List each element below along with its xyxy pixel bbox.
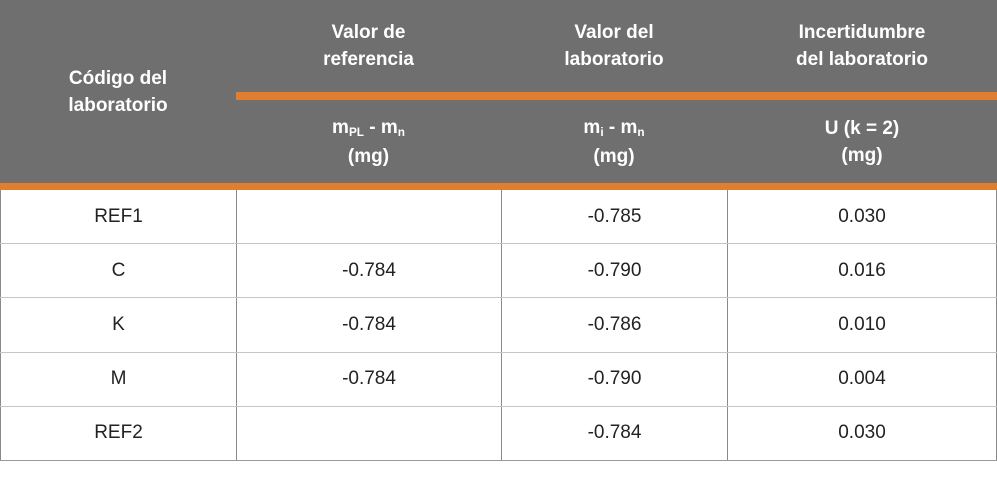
header-label-uncertainty: Incertidumbre del laboratorio <box>796 22 928 70</box>
reference-formula: mPL - mn (mg) <box>332 114 405 170</box>
cell-lab-value: -0.790 <box>501 352 727 406</box>
header-cell-uncertainty-title: Incertidumbre del laboratorio <box>727 0 997 92</box>
cell-uncertainty: 0.030 <box>727 190 997 244</box>
cell-code: REF2 <box>0 406 236 460</box>
interlab-comparison-table: Código del laboratorio Valor de referenc… <box>0 0 997 461</box>
table-row-k: K -0.784 -0.786 0.010 <box>0 297 997 352</box>
cell-uncertainty: 0.004 <box>727 352 997 406</box>
header-label-labvalue: Valor del laboratorio <box>564 22 664 70</box>
cell-lab-value: -0.784 <box>501 406 727 460</box>
cell-reference <box>236 406 501 460</box>
cell-reference <box>236 190 501 244</box>
reference-formula-unit: (mg) <box>347 145 390 167</box>
reference-formula-symbols: mPL - mn <box>332 116 405 139</box>
uncertainty-formula: U (k = 2) (mg) <box>825 115 899 169</box>
cell-code: REF1 <box>0 190 236 244</box>
cell-code: K <box>0 298 236 352</box>
cell-lab-value: -0.790 <box>501 244 727 298</box>
header-label-reference: Valor de referencia <box>323 22 414 70</box>
cell-reference: -0.784 <box>236 244 501 298</box>
table-header: Código del laboratorio Valor de referenc… <box>0 0 997 183</box>
cell-reference: -0.784 <box>236 298 501 352</box>
cell-lab-value: -0.786 <box>501 298 727 352</box>
header-cell-labvalue-title: Valor del laboratorio <box>501 0 727 92</box>
header-cell-uncertainty-formula: U (k = 2) (mg) <box>727 100 997 183</box>
cell-uncertainty: 0.010 <box>727 298 997 352</box>
table-row-ref2: REF2 -0.784 0.030 <box>0 405 997 460</box>
labvalue-formula-symbols: mi - mn <box>583 116 645 139</box>
header-cell-labvalue-formula: mi - mn (mg) <box>501 100 727 183</box>
header-cell-lab-code: Código del laboratorio <box>0 0 236 183</box>
cell-reference: -0.784 <box>236 352 501 406</box>
header-cell-reference-title: Valor de referencia <box>236 0 501 92</box>
cell-uncertainty: 0.016 <box>727 244 997 298</box>
table-body: REF1 -0.785 0.030 C -0.784 -0.790 0.016 … <box>0 190 997 461</box>
labvalue-formula: mi - mn (mg) <box>583 114 644 170</box>
cell-lab-value: -0.785 <box>501 190 727 244</box>
table-row-c: C -0.784 -0.790 0.016 <box>0 243 997 298</box>
cell-uncertainty: 0.030 <box>727 406 997 460</box>
table-row-m: M -0.784 -0.790 0.004 <box>0 351 997 406</box>
header-cell-reference-formula: mPL - mn (mg) <box>236 100 501 183</box>
table-row-ref1: REF1 -0.785 0.030 <box>0 190 997 244</box>
cell-code: M <box>0 352 236 406</box>
cell-code: C <box>0 244 236 298</box>
header-orange-divider <box>236 92 997 100</box>
labvalue-formula-unit: (mg) <box>593 145 635 167</box>
uncertainty-formula-symbols: U (k = 2) <box>824 117 900 139</box>
header-bottom-orange-rule <box>0 183 997 190</box>
header-label-lab-code: Código del laboratorio <box>68 67 168 116</box>
uncertainty-formula-unit: (mg) <box>841 144 883 166</box>
